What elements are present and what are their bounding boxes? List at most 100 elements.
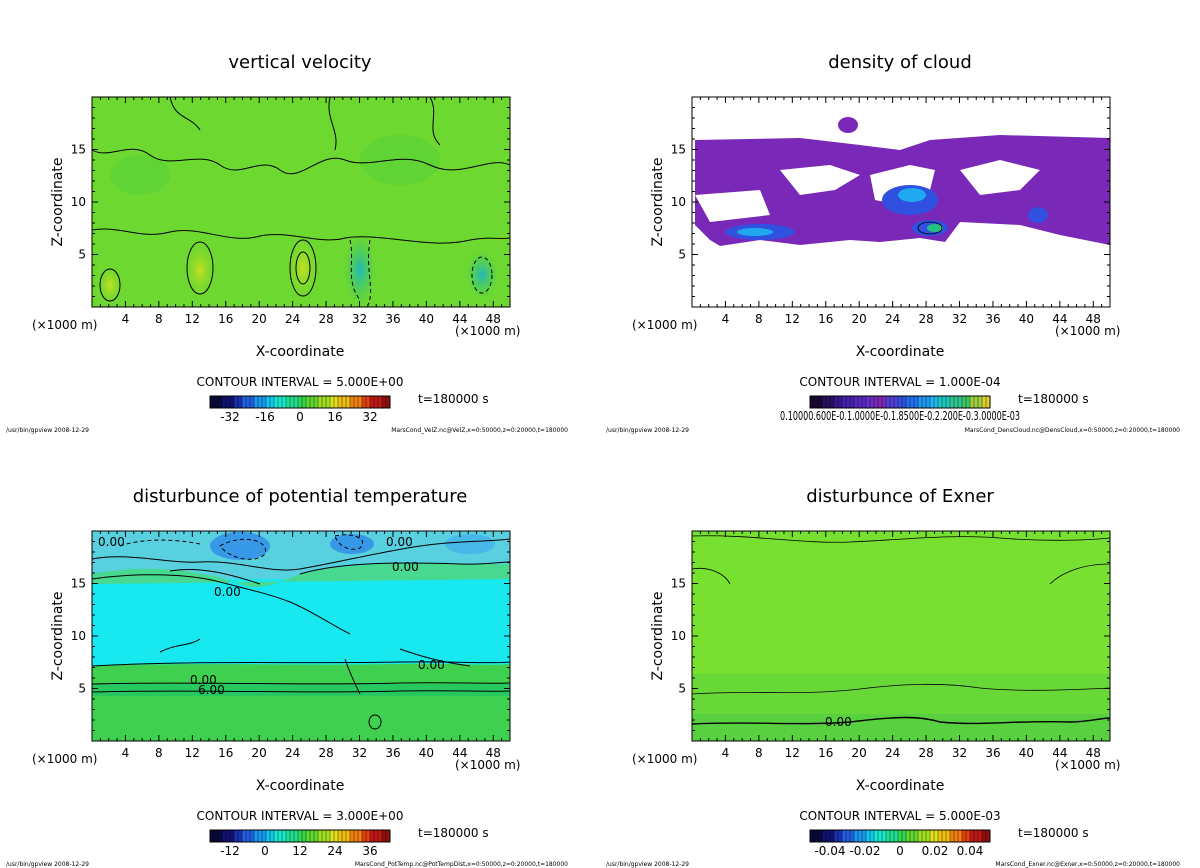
- x-tick-label: 36: [385, 746, 400, 760]
- x-unit-label: (×1000 m): [32, 752, 97, 766]
- x-tick-label: 32: [352, 746, 367, 760]
- colorbar-cell: [362, 396, 367, 408]
- colorbar-tick-label: 12: [292, 844, 307, 858]
- contours: [91, 96, 511, 306]
- colorbar-cell: [866, 396, 871, 408]
- colorbar-cell: [330, 830, 335, 842]
- colorbar-cell: [982, 830, 987, 842]
- colorbar-cell: [230, 830, 235, 842]
- time-label: t=180000 s: [418, 392, 489, 406]
- chart-title: disturbunce of potential temperature: [133, 486, 468, 507]
- colorbar-cell: [894, 830, 899, 842]
- x-tick-label: 4: [122, 746, 130, 760]
- x-tick-label: 48: [1086, 746, 1101, 760]
- y-tick-label: 10: [71, 195, 86, 209]
- y-tick-label: 15: [71, 143, 86, 157]
- colorbar-cell: [238, 830, 243, 842]
- y-tick-label: 15: [671, 577, 686, 591]
- colorbar-tick-label: -12: [220, 844, 240, 858]
- colorbar-cell: [266, 830, 271, 842]
- colorbar-cell: [982, 396, 987, 408]
- colorbar-cell: [914, 396, 919, 408]
- colorbar-cell: [886, 396, 891, 408]
- colorbar-cell: [238, 396, 243, 408]
- x-tick-label: 48: [486, 312, 501, 326]
- x-tick-label: 32: [952, 312, 967, 326]
- x-unit-label-right: (×1000 m): [455, 758, 520, 772]
- colorbar-cell: [222, 830, 227, 842]
- colorbar-cell: [294, 830, 299, 842]
- colorbar-cell: [266, 396, 271, 408]
- colorbar-cell: [326, 830, 331, 842]
- colorbar-cell: [890, 396, 895, 408]
- colorbar-cell: [978, 830, 983, 842]
- colorbar-cell: [882, 830, 887, 842]
- y-tick-label: 10: [71, 629, 86, 643]
- contour-label: 0.00: [825, 715, 852, 729]
- colorbar-cell: [882, 396, 887, 408]
- colorbar-cell: [846, 396, 851, 408]
- colorbar-cell: [310, 396, 315, 408]
- colorbar-tick-label: -0.04: [814, 844, 845, 858]
- x-tick-label: 40: [1019, 312, 1034, 326]
- colorbar-cell: [338, 830, 343, 842]
- y-ticks: 5 10 15: [71, 107, 510, 297]
- colorbar-cell: [946, 396, 951, 408]
- footer-left: /usr/bin/gpview 2008-12-29: [6, 861, 89, 868]
- colorbar-cell: [970, 830, 975, 842]
- colorbar-cell: [842, 830, 847, 842]
- x-tick-label: 48: [1086, 312, 1101, 326]
- colorbar-cell: [334, 396, 339, 408]
- colorbar-cell: [278, 396, 283, 408]
- x-tick-label: 8: [155, 746, 163, 760]
- colorbar-cell: [862, 396, 867, 408]
- colorbar-cell: [254, 396, 259, 408]
- colorbar-cell: [346, 396, 351, 408]
- chart-title: disturbunce of Exner: [806, 486, 994, 507]
- contour-label: 0.00: [392, 560, 419, 574]
- x-ticks: 4 8 12 16 20 24 28 32 36 40 44 48: [699, 97, 1103, 326]
- footer-left: /usr/bin/gpview 2008-12-29: [6, 427, 89, 434]
- x-unit-label: (×1000 m): [632, 752, 697, 766]
- colorbar-tick-label: 32: [362, 410, 377, 424]
- colorbar-cell: [318, 396, 323, 408]
- y-ticks: 5 10 15: [71, 541, 510, 731]
- colorbar-cell: [822, 830, 827, 842]
- colorbar-cell: [250, 396, 255, 408]
- colorbar-tick-label: -32: [220, 410, 240, 424]
- chart-title: density of cloud: [828, 52, 972, 73]
- colorbar-cell: [290, 396, 295, 408]
- colorbar-cell: [258, 396, 263, 408]
- colorbar-cell: [946, 830, 951, 842]
- colorbar-cell: [986, 396, 991, 408]
- colorbar-cell: [930, 830, 935, 842]
- colorbar-cell: [974, 396, 979, 408]
- footer-left: /usr/bin/gpview 2008-12-29: [606, 861, 689, 868]
- colorbar-cell: [954, 830, 959, 842]
- colorbar-cell: [354, 830, 359, 842]
- x-unit-label: (×1000 m): [632, 318, 697, 332]
- y-axis-label: Z-coordinate: [50, 591, 66, 680]
- x-tick-label: 24: [885, 312, 900, 326]
- x-tick-label: 16: [218, 746, 233, 760]
- colorbar-cell: [282, 830, 287, 842]
- colorbar-cell: [906, 830, 911, 842]
- x-tick-label: 16: [818, 312, 833, 326]
- colorbar-cell: [954, 396, 959, 408]
- x-tick-label: 24: [285, 746, 300, 760]
- x-unit-label-right: (×1000 m): [1055, 324, 1120, 338]
- colorbar-cell: [810, 396, 815, 408]
- colorbar-cell: [986, 830, 991, 842]
- footer-right: MarsCond_Exner.nc@Exner,x=0:50000,z=0:20…: [995, 861, 1180, 868]
- x-tick-label: 40: [419, 312, 434, 326]
- colorbar-cell: [898, 830, 903, 842]
- colorbar-cell: [322, 830, 327, 842]
- colorbar-cell: [290, 830, 295, 842]
- x-tick-label: 16: [818, 746, 833, 760]
- x-ticks: 4 8 12 16 20 24 28 32 36 40 44 48: [99, 97, 503, 326]
- colorbar-cell: [218, 830, 223, 842]
- colorbar-cell: [346, 830, 351, 842]
- colorbar-cell: [830, 396, 835, 408]
- contour-interval: CONTOUR INTERVAL = 3.000E+00: [197, 809, 404, 823]
- colorbar-cell: [934, 830, 939, 842]
